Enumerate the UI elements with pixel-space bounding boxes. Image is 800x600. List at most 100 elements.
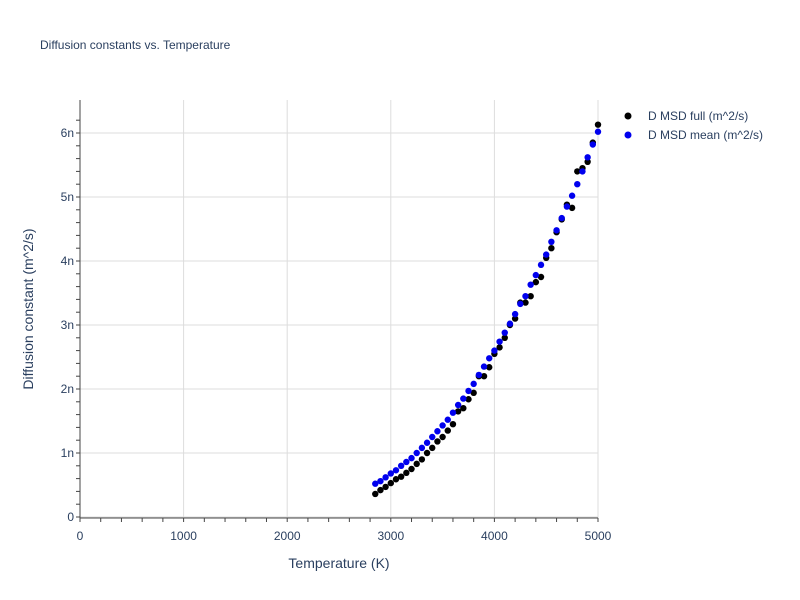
y-tick-label: 6n [61, 126, 74, 140]
data-point [418, 456, 426, 463]
legend[interactable]: D MSD full (m^2/s) D MSD mean (m^2/s) [624, 109, 763, 142]
data-point [517, 300, 524, 308]
data-point [387, 470, 394, 477]
data-point [418, 444, 426, 452]
data-point [522, 293, 529, 300]
data-point [372, 480, 379, 487]
data-point [558, 214, 565, 222]
data-point [574, 168, 581, 175]
data-point [532, 278, 540, 286]
data-point [439, 433, 446, 441]
legend-marker [624, 112, 632, 120]
data-point [403, 469, 410, 477]
data-point [444, 427, 451, 434]
data-point [511, 310, 519, 318]
x-tick-label: 3000 [377, 529, 404, 543]
y-tick-label: 3n [61, 318, 74, 332]
data-point [574, 181, 581, 188]
data-point [429, 444, 436, 452]
x-tick-label: 4000 [481, 529, 508, 543]
series-0 [372, 121, 602, 498]
data-point [460, 395, 467, 402]
data-point [496, 344, 503, 351]
data-point [475, 371, 483, 379]
data-point [382, 483, 389, 491]
data-point [568, 204, 576, 212]
data-point [397, 462, 405, 469]
plot-background [80, 100, 598, 518]
data-point [439, 422, 446, 429]
data-point [449, 409, 457, 416]
data-point [563, 203, 571, 210]
data-point [392, 476, 400, 483]
data-point [470, 389, 477, 397]
data-point [434, 428, 441, 435]
data-point [537, 261, 545, 269]
data-point [408, 465, 415, 473]
data-point [584, 154, 591, 161]
data-point [372, 490, 379, 498]
data-point [460, 405, 467, 412]
data-point [506, 320, 514, 327]
x-tick-label: 2000 [274, 529, 301, 543]
data-point [434, 438, 441, 445]
data-point [527, 281, 534, 288]
x-tick-label: 0 [77, 529, 84, 543]
data-point [537, 273, 545, 281]
data-point [543, 251, 550, 258]
data-point [444, 416, 451, 423]
data-point [403, 458, 410, 466]
chart-title: Diffusion constants vs. Temperature [40, 38, 231, 52]
data-point [408, 454, 415, 462]
y-tick-label: 2n [61, 382, 74, 396]
y-tick-label: 4n [61, 254, 74, 268]
data-point [392, 467, 400, 474]
legend-item[interactable]: D MSD mean (m^2/s) [624, 128, 763, 142]
legend-label: D MSD full (m^2/s) [648, 109, 748, 123]
y-tick-labels: 0 1n 2n 3n 4n 5n 6n [61, 126, 75, 524]
data-point [553, 227, 560, 234]
data-point [470, 380, 477, 388]
data-point [423, 439, 431, 446]
x-tick-labels: 0 1000 2000 3000 4000 5000 [77, 529, 612, 543]
data-point [429, 433, 436, 441]
data-point [486, 364, 493, 371]
data-point [589, 141, 597, 148]
data-point [454, 401, 462, 409]
data-point [465, 396, 472, 403]
x-gridlines [183, 100, 599, 518]
data-point [423, 449, 431, 457]
data-point [522, 299, 529, 306]
data-point [594, 121, 602, 128]
data-point [413, 460, 420, 468]
x-tick-label: 1000 [170, 529, 197, 543]
data-point [454, 408, 462, 415]
y-tick-label: 0 [67, 510, 74, 524]
data-point [501, 329, 508, 336]
data-point [449, 421, 457, 428]
data-point [387, 479, 394, 487]
legend-item[interactable]: D MSD full (m^2/s) [624, 109, 749, 123]
y-axis-title: Diffusion constant (m^2/s) [20, 228, 36, 389]
y-tick-label: 1n [61, 446, 74, 460]
data-point [496, 338, 503, 345]
data-point [527, 293, 534, 300]
data-point [397, 473, 405, 480]
data-point [548, 238, 555, 245]
data-point [491, 347, 498, 354]
data-point [532, 271, 540, 279]
axes [76, 100, 599, 522]
data-points [372, 121, 602, 498]
data-point [511, 315, 519, 322]
legend-marker [624, 131, 632, 139]
data-point [465, 387, 472, 395]
data-point [579, 168, 586, 175]
series-1 [372, 128, 602, 487]
y-tick-label: 5n [61, 190, 74, 204]
data-point [584, 158, 591, 165]
legend-label: D MSD mean (m^2/s) [648, 128, 763, 142]
data-point [501, 334, 508, 341]
data-point [548, 245, 555, 252]
data-point [382, 474, 389, 481]
